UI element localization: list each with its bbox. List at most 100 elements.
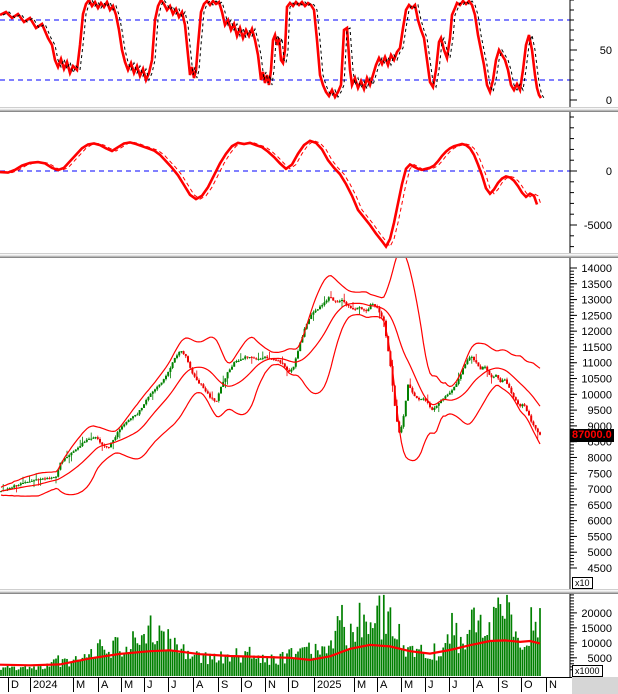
bollinger-middle <box>0 302 541 492</box>
time-axis-tick <box>288 678 289 692</box>
volume-bar <box>468 629 471 676</box>
candle <box>380 312 383 317</box>
volume-bar <box>169 638 172 676</box>
volume-bar <box>123 654 126 676</box>
axis-label: 13500 <box>581 279 612 291</box>
candle <box>57 469 60 477</box>
time-axis-tick <box>498 678 499 692</box>
time-axis-label: S <box>501 679 509 691</box>
volume-bar <box>156 640 159 676</box>
volume-bar <box>200 662 203 676</box>
volume-unit-multiplier: x1000 <box>572 665 603 677</box>
candle <box>55 476 57 478</box>
volume-bar <box>259 662 262 676</box>
volume-bar <box>88 654 90 676</box>
momentum-panel[interactable]: 0 -5000 <box>0 112 618 253</box>
candle <box>319 306 321 310</box>
volume-bar <box>385 633 387 676</box>
candle <box>200 383 203 385</box>
volume-bar <box>453 635 456 676</box>
candle <box>213 398 216 401</box>
volume-bar <box>415 648 418 676</box>
candle <box>343 299 346 303</box>
volume-bar <box>248 646 251 676</box>
volume-bar <box>398 623 401 676</box>
axis-label: 11000 <box>582 358 612 370</box>
axis-label: 5000 <box>588 653 612 665</box>
volume-bar <box>213 653 216 676</box>
candle <box>281 362 284 364</box>
candle <box>99 439 101 443</box>
volume-bar <box>160 630 163 676</box>
volume-bar <box>481 637 484 676</box>
candle <box>182 351 185 355</box>
candle <box>512 393 515 398</box>
panel-splitter-1[interactable] <box>0 107 618 112</box>
candle <box>259 358 262 360</box>
volume-bar <box>495 607 497 676</box>
volume-bar <box>345 645 348 676</box>
candle <box>409 384 412 388</box>
candle <box>11 487 13 489</box>
candle <box>151 391 154 394</box>
candle <box>162 379 165 383</box>
candle <box>132 416 134 419</box>
candle <box>96 437 99 440</box>
candle <box>363 309 365 311</box>
stochastic-panel[interactable]: 50 0 <box>0 0 618 107</box>
volume-bar <box>63 658 66 676</box>
volume-bar <box>514 631 517 676</box>
time-axis-tick <box>218 678 219 692</box>
candle <box>415 396 418 398</box>
volume-bar <box>101 646 104 676</box>
panel-splitter-2[interactable] <box>0 253 618 258</box>
volume-panel[interactable]: 20000 15000 10000 5000 <box>0 594 618 677</box>
time-axis-label: O <box>244 679 253 691</box>
volume-bar <box>66 658 68 676</box>
time-axis-tick <box>193 678 194 692</box>
volume-bar <box>2 667 5 676</box>
candle <box>237 360 240 362</box>
candle <box>17 485 20 487</box>
volume-bar <box>290 648 293 676</box>
volume-bar <box>327 645 330 676</box>
candle <box>154 389 156 392</box>
candle <box>446 394 449 397</box>
volume-bar <box>341 604 343 676</box>
candle <box>173 357 176 363</box>
volume-bar <box>220 651 222 676</box>
candle <box>116 432 119 438</box>
volume-bar <box>422 653 425 676</box>
panel-splitter-3[interactable] <box>0 589 618 594</box>
candle <box>519 403 522 407</box>
candle <box>341 299 343 301</box>
time-axis-label: J <box>147 679 153 691</box>
candle <box>156 386 159 390</box>
candle <box>536 428 539 433</box>
candle <box>422 398 425 400</box>
volume-bar <box>407 647 409 676</box>
volume-bar <box>354 641 357 676</box>
volume-bar <box>74 656 77 676</box>
volume-bar <box>391 636 394 676</box>
candle <box>418 397 420 400</box>
candle <box>33 480 35 482</box>
volume-bar <box>6 665 9 676</box>
candle <box>429 402 431 408</box>
candle <box>121 426 123 430</box>
time-axis-tick <box>449 678 450 692</box>
volume-bar <box>268 664 271 676</box>
candle <box>349 305 352 309</box>
axis-label: 10000 <box>581 389 612 401</box>
candle <box>382 316 385 321</box>
volume-bar <box>521 649 524 676</box>
candle <box>44 478 46 480</box>
time-axis[interactable]: D 2024 M A M J J A S O N D 2025 M A M J J A S O N <box>0 677 618 694</box>
candle <box>204 388 207 392</box>
time-axis-tick <box>8 678 9 692</box>
price-candlestick-panel[interactable]: 14000 13500 13000 12500 12000 11500 11000 10500… <box>0 258 618 589</box>
axis-label: 50 <box>600 45 612 57</box>
time-axis-tick <box>30 678 31 692</box>
candle <box>514 397 517 401</box>
time-axis-tick <box>73 678 74 692</box>
